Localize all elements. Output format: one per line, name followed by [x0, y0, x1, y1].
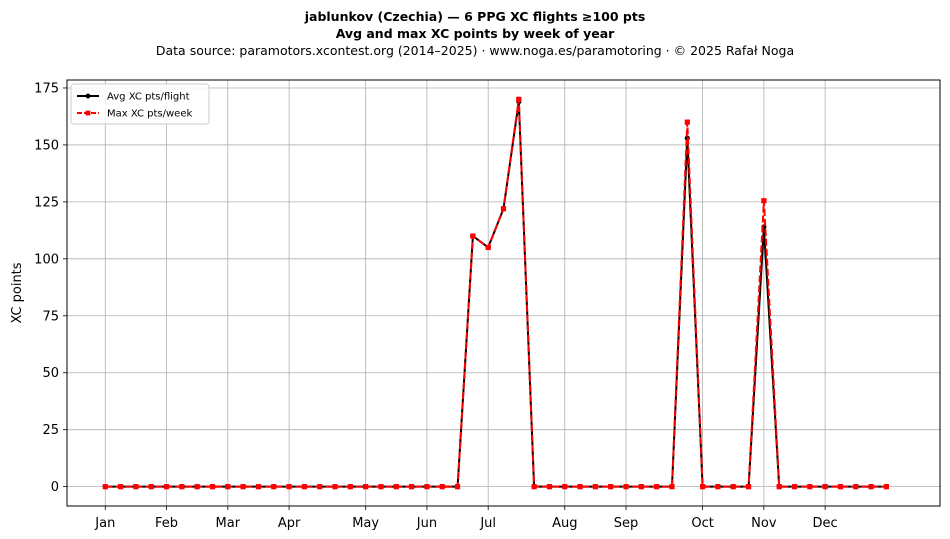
max-point: [592, 484, 598, 490]
max-point: [194, 484, 200, 490]
max-point: [868, 484, 874, 490]
max-point: [700, 484, 706, 490]
max-point: [669, 484, 675, 490]
max-point: [409, 484, 415, 490]
max-point: [439, 484, 445, 490]
chart-subtitle: Avg and max XC points by week of year: [335, 26, 615, 41]
max-point: [286, 484, 292, 490]
y-tick-label: 0: [51, 480, 59, 495]
plot-frame: [66, 79, 941, 507]
y-axis-label: XC points: [10, 262, 25, 323]
max-point: [745, 484, 752, 490]
data-source-note: Data source: paramotors.xcontest.org (20…: [155, 43, 795, 58]
max-point: [730, 484, 736, 490]
max-point: [516, 96, 522, 102]
max-point: [638, 484, 644, 490]
max-point: [118, 484, 124, 490]
max-point: [776, 484, 782, 490]
max-point: [347, 484, 353, 490]
x-axis: Jan Feb Mar Apr May Jun Jul Aug Sep Oct Nov Dec: [94, 506, 838, 531]
max-point: [255, 484, 262, 490]
x-tick-label: Jan: [94, 516, 115, 531]
max-point: [271, 484, 277, 490]
y-tick-label: 150: [34, 138, 59, 153]
x-tick-label: Aug: [552, 516, 577, 531]
legend-label: Max XC pts/week: [107, 109, 192, 120]
chart-title: jablunkov (Czechia) — 6 PPG XC flights ≥…: [304, 9, 646, 24]
max-point: [562, 484, 568, 490]
x-tick-label: Feb: [155, 516, 178, 531]
legend-label: Avg XC pts/flight: [107, 92, 190, 103]
max-point: [837, 484, 844, 490]
max-point: [654, 484, 660, 490]
max-point: [577, 484, 583, 490]
x-tick-label: Apr: [278, 516, 301, 531]
series-line-max: [105, 98, 887, 488]
max-point: [363, 484, 369, 490]
y-tick-label: 125: [34, 195, 59, 210]
max-point: [883, 484, 889, 490]
x-tick-label: Oct: [691, 516, 713, 531]
max-point: [332, 484, 338, 490]
max-point: [102, 484, 108, 490]
y-tick-label: 100: [34, 252, 59, 267]
x-tick-label: Mar: [216, 516, 241, 531]
max-point: [853, 484, 859, 490]
max-point: [715, 484, 721, 490]
series-layer: [102, 96, 889, 490]
max-point: [454, 484, 461, 490]
max-point: [546, 484, 553, 490]
legend: Avg XC pts/flight Max XC pts/week: [70, 83, 210, 125]
max-point: [393, 484, 399, 490]
legend-marker: [85, 93, 91, 99]
max-point: [684, 119, 690, 125]
max-point: [500, 206, 507, 212]
x-tick-label: Dec: [813, 516, 838, 531]
max-point: [470, 233, 476, 239]
max-point: [378, 484, 384, 490]
x-tick-label: Jun: [416, 516, 437, 531]
max-point: [761, 198, 767, 204]
x-tick-label: Nov: [751, 516, 777, 531]
max-point: [608, 484, 614, 490]
max-point: [148, 484, 154, 490]
y-axis: 0 25 50 75 100 125 150 175: [34, 81, 67, 495]
y-tick-label: 50: [42, 366, 59, 381]
max-point: [163, 484, 170, 490]
legend-marker: [85, 110, 91, 116]
x-tick-label: Jul: [479, 516, 496, 531]
y-tick-label: 175: [34, 81, 59, 96]
max-point: [424, 484, 430, 490]
max-point: [301, 484, 307, 490]
max-point: [209, 484, 216, 490]
max-point: [822, 484, 828, 490]
max-point: [133, 484, 139, 490]
max-point: [623, 484, 629, 490]
max-point: [485, 244, 491, 251]
max-point: [179, 484, 185, 490]
max-point: [225, 484, 231, 490]
grid-lines: [67, 80, 940, 506]
y-tick-label: 25: [42, 423, 59, 438]
max-point: [791, 484, 798, 490]
legend-box: [70, 83, 210, 125]
x-tick-label: May: [352, 516, 379, 531]
max-point: [240, 484, 246, 490]
x-tick-label: Sep: [614, 516, 639, 531]
max-point: [531, 484, 537, 490]
max-point: [807, 484, 813, 490]
y-tick-label: 75: [42, 309, 59, 324]
max-point: [317, 484, 323, 490]
chart-titles: jablunkov (Czechia) — 6 PPG XC flights ≥…: [0, 8, 950, 60]
